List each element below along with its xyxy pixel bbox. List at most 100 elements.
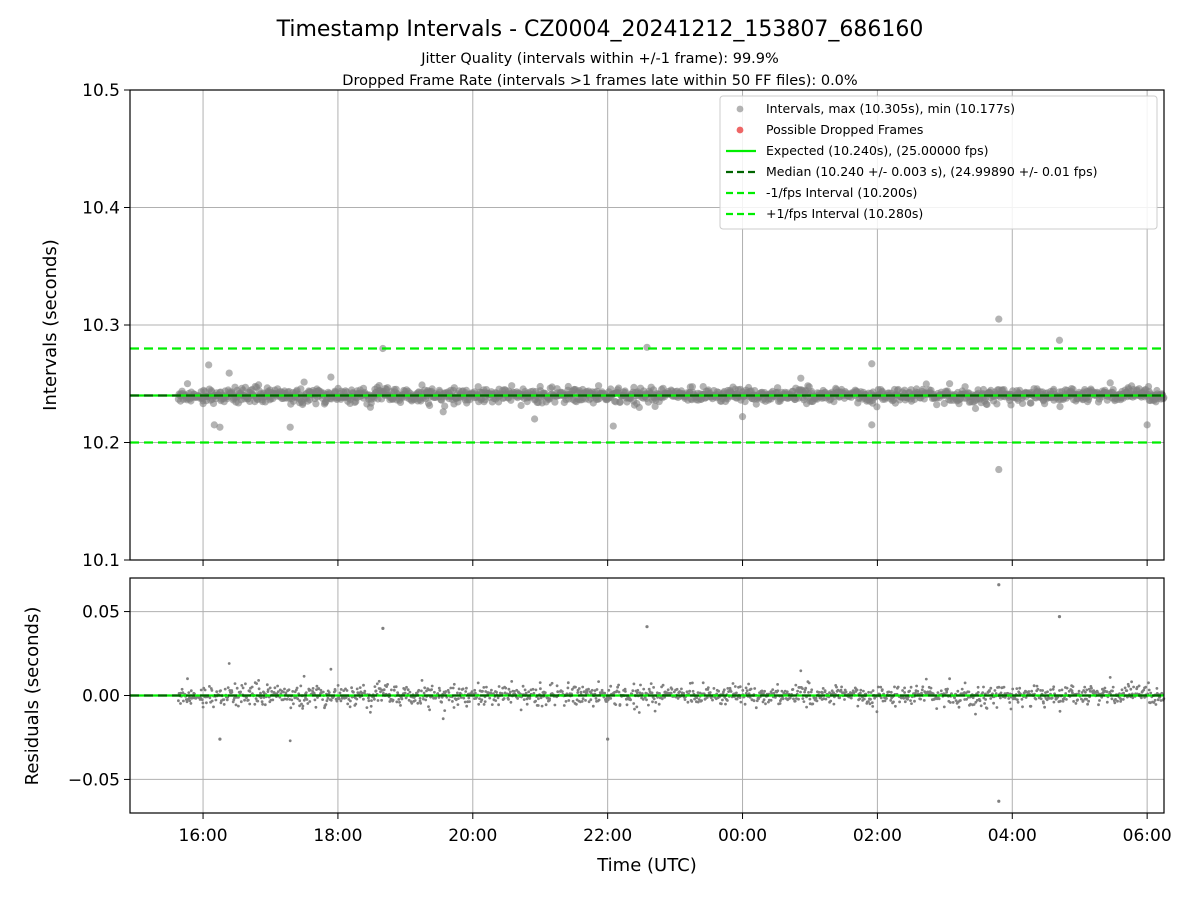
residual-point [200, 698, 204, 702]
residual-point [1114, 698, 1117, 701]
interval-point [933, 401, 941, 409]
residual-point [951, 701, 955, 704]
residual-point [1086, 702, 1089, 706]
residual-point [1042, 701, 1045, 705]
residual-point [1084, 690, 1087, 694]
residual-point [957, 705, 961, 709]
residual-point [876, 685, 880, 689]
residual-point [745, 689, 749, 693]
residual-point [261, 702, 264, 706]
residual-point [1076, 698, 1079, 702]
residual-point [641, 698, 645, 701]
residual-point [832, 691, 835, 695]
bottom-y-tick-label: −0.05 [68, 770, 120, 790]
residual-point [1131, 696, 1135, 700]
interval-outlier-point [1055, 336, 1064, 344]
residual-point [893, 685, 896, 689]
residual-point [566, 681, 570, 685]
residual-point [1121, 698, 1125, 701]
residual-point [920, 688, 924, 692]
residual-point [989, 686, 993, 690]
residual-point [747, 682, 750, 686]
residual-point [889, 690, 893, 694]
residual-point [754, 706, 758, 710]
residual-point [273, 686, 277, 690]
residual-point [422, 691, 426, 695]
residual-point [375, 682, 379, 686]
interval-point [297, 385, 305, 393]
residual-point [503, 691, 507, 695]
residual-point [633, 707, 636, 711]
residual-point [913, 699, 916, 703]
residual-point [437, 696, 441, 699]
residual-point [984, 698, 987, 701]
residual-point [609, 697, 613, 700]
residual-point [792, 697, 795, 701]
residual-point [1058, 689, 1061, 692]
top-x-ticks [202, 560, 1148, 566]
residual-point [1153, 698, 1157, 702]
residual-point [430, 688, 433, 691]
residual-point [1147, 688, 1151, 692]
residual-point [686, 700, 690, 704]
residual-point [358, 686, 362, 689]
residual-point [1021, 705, 1024, 709]
residual-point [1039, 697, 1043, 701]
residual-point [556, 690, 560, 694]
residual-point [948, 677, 951, 681]
residual-point [762, 698, 766, 702]
residual-point [869, 697, 872, 701]
residual-point [797, 697, 800, 701]
residual-point [270, 690, 274, 693]
bottom-y-ticks: −0.05 0.00 0.05 [68, 603, 130, 790]
residual-outlier-point [381, 626, 385, 630]
residual-point [291, 690, 295, 693]
residual-point [1002, 685, 1006, 689]
residual-point [483, 700, 487, 703]
interval-point [922, 380, 930, 388]
x-tick-label: 22:00 [583, 826, 632, 846]
residual-point [649, 682, 653, 685]
residual-point [423, 686, 427, 690]
residual-point [793, 699, 797, 703]
residual-point [1072, 700, 1075, 703]
residual-outlier-point [997, 799, 1001, 803]
interval-point [225, 369, 233, 377]
residual-point [960, 687, 964, 691]
residual-point [205, 701, 208, 705]
residual-point [570, 688, 574, 691]
residual-point [967, 690, 971, 694]
legend-marker-intervals [736, 105, 744, 113]
residual-point [321, 690, 325, 694]
residual-point [997, 685, 1001, 689]
residual-point [749, 687, 753, 691]
residual-point [859, 688, 863, 692]
residual-point [744, 686, 748, 690]
top-interval-points [174, 315, 1168, 474]
residual-point [695, 696, 699, 700]
residual-point [685, 690, 689, 694]
residual-point [305, 698, 309, 701]
residual-point [709, 696, 713, 700]
residual-point [824, 697, 828, 701]
residual-point [245, 696, 248, 700]
residual-point [367, 699, 371, 703]
residual-point [1077, 689, 1081, 693]
residual-point [979, 704, 983, 708]
x-axis-label: Time (UTC) [596, 855, 697, 876]
residual-point [525, 702, 529, 706]
residual-point [842, 691, 846, 695]
residual-point [276, 684, 279, 688]
residual-point [1016, 700, 1020, 704]
residual-point [760, 689, 764, 693]
residual-point [1142, 688, 1146, 692]
residual-point [250, 685, 254, 689]
residual-point [398, 700, 401, 704]
residual-point [1065, 686, 1069, 690]
residual-point [230, 690, 234, 694]
residual-point [770, 692, 774, 695]
interval-point [961, 383, 969, 391]
residual-point [843, 698, 846, 701]
residual-point [461, 687, 465, 691]
residual-point [464, 690, 468, 693]
